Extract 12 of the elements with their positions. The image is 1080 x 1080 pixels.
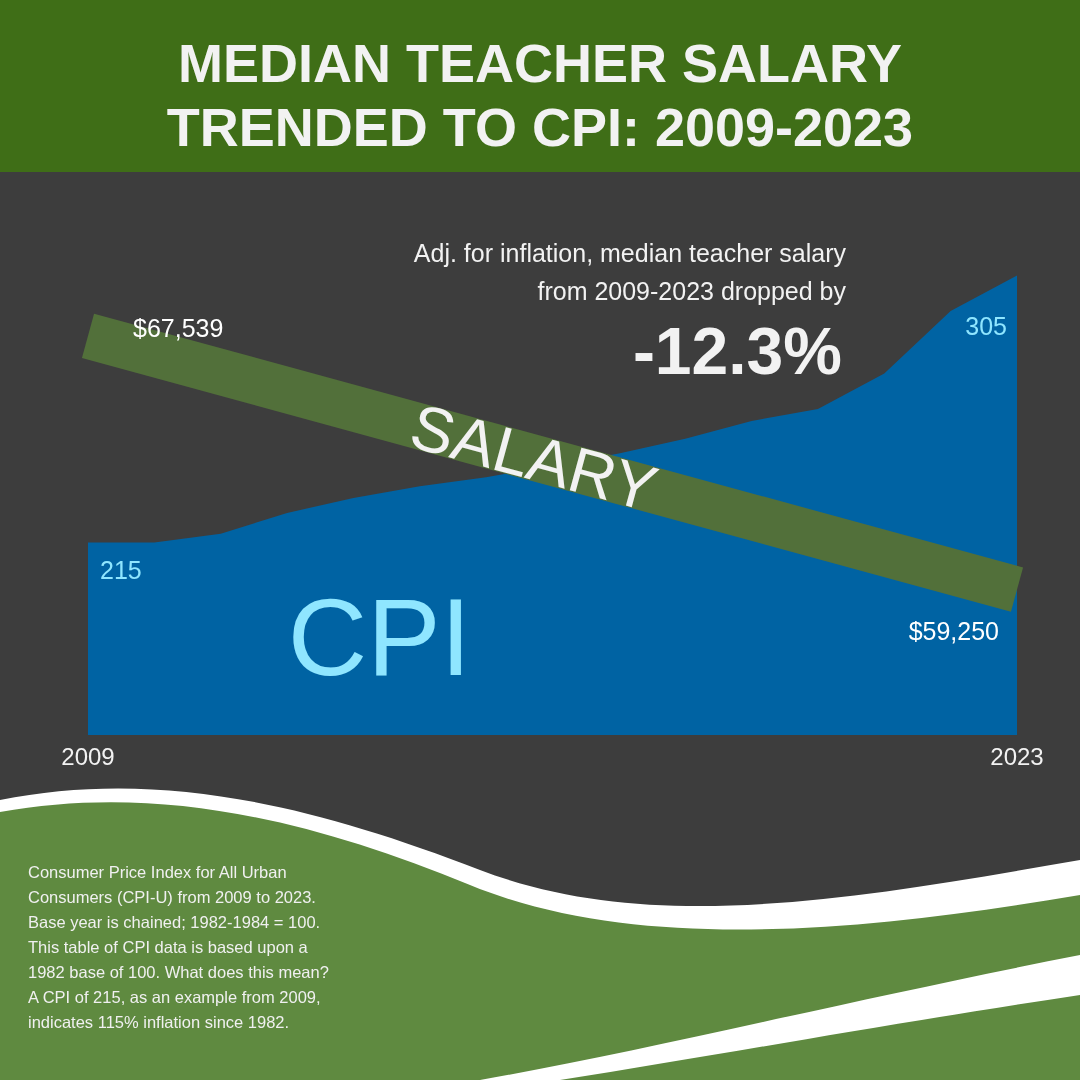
series-label: CPI bbox=[287, 575, 472, 698]
annotation: -12.3% bbox=[632, 314, 842, 388]
chart-title: MEDIAN TEACHER SALARY TRENDED TO CPI: 2009-2023 bbox=[166, 33, 914, 157]
data-label: $67,539 bbox=[133, 313, 224, 342]
x-tick-label: 2009 bbox=[61, 743, 115, 770]
annotation: Consumer Price Index for All Urban Consumers (CPI-U) from 2009 to 2023. Base year is chained; 1982-1984 = 100. This table of CPI data is based upon a 1982 base of 100. What does this mean? A CPI of 215, as an example from 2009, indicates 115% inflation since 1982. bbox=[28, 863, 329, 1031]
text: SALARY bbox=[403, 389, 665, 526]
x-tick-label: 2023 bbox=[990, 743, 1044, 770]
data-label: 215 bbox=[100, 555, 142, 584]
data-label: $59,250 bbox=[908, 616, 999, 645]
annotation: Adj. for inflation, median teacher salary from 2009-2023 dropped by bbox=[413, 239, 847, 305]
data-label: 305 bbox=[965, 312, 1007, 341]
